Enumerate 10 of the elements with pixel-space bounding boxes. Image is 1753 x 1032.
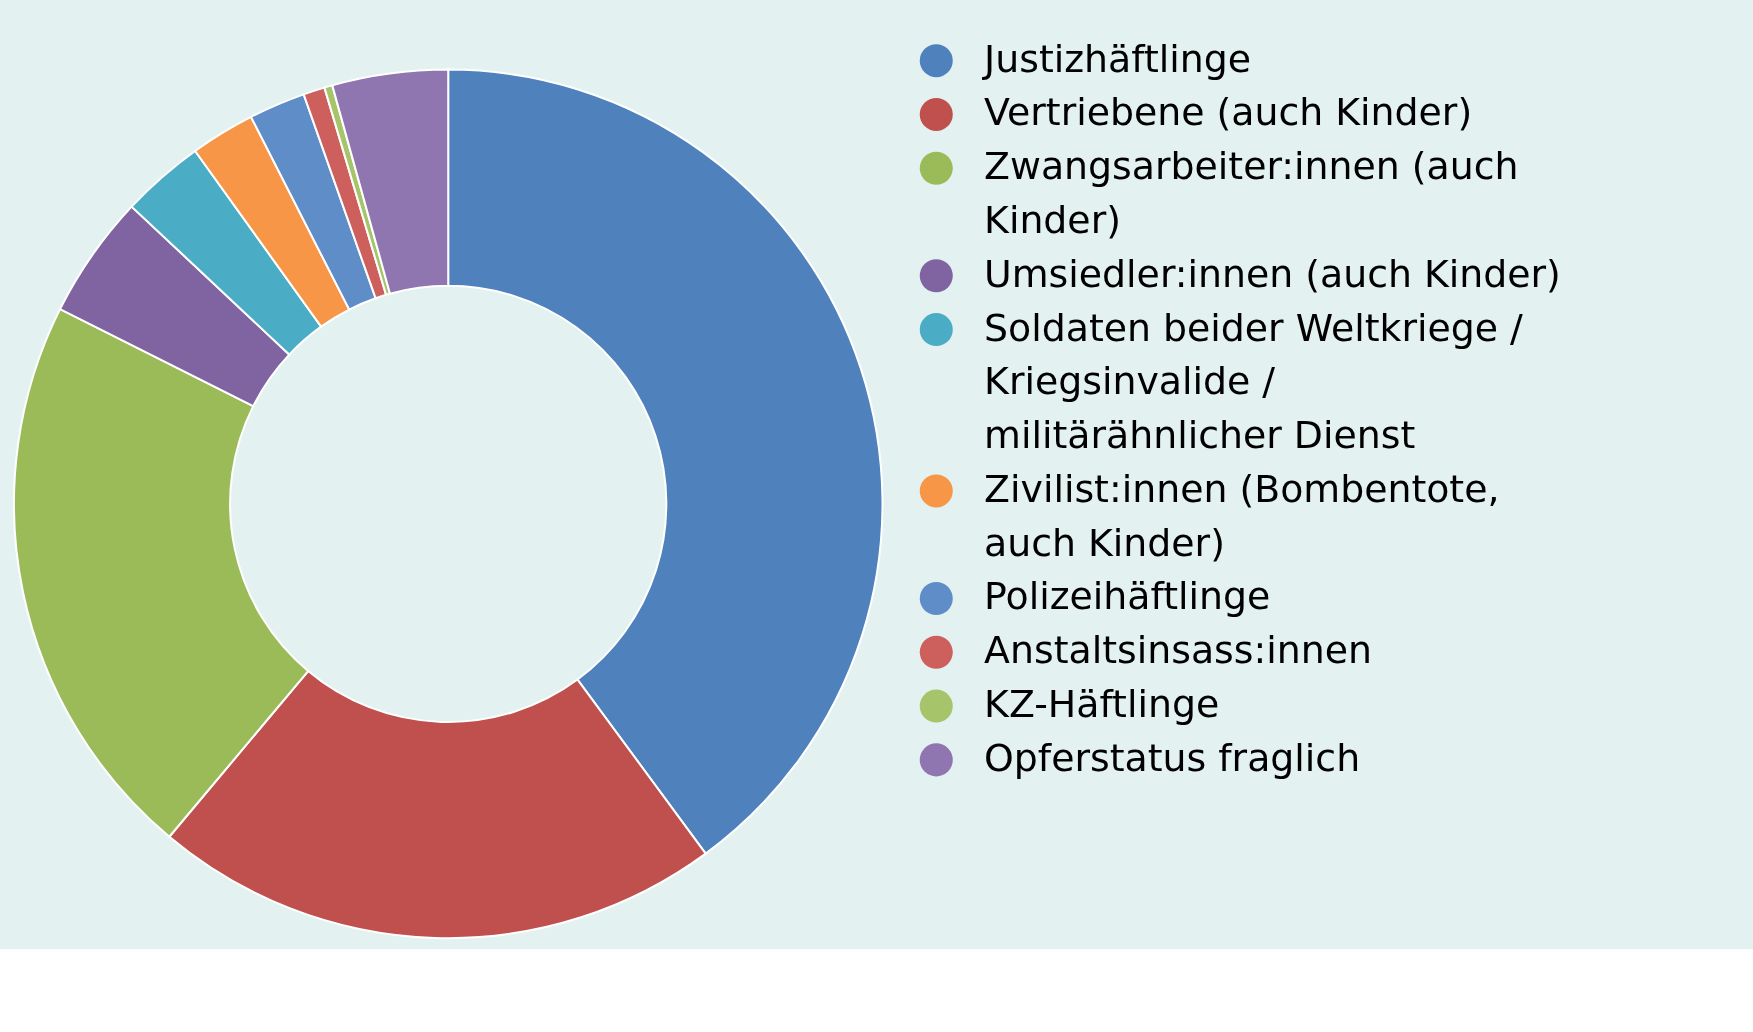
legend-label: Soldaten beider Weltkriege / Kriegsinvalide / militärähnlicher Dienst (984, 305, 1524, 458)
legend-label: Anstaltsinsass:innen (984, 628, 1372, 673)
legend-label: Opferstatus fraglich (984, 735, 1361, 780)
legend-label: Umsiedler:innen (auch Kinder) (984, 251, 1561, 296)
legend-label: KZ-Häftlinge (984, 682, 1220, 727)
legend-label: Polizeihäftlinge (984, 574, 1271, 619)
legend-label: Zivilist:innen (Bombentote, auch Kinder) (984, 466, 1500, 565)
legend-label: Justizhäftlinge (982, 36, 1252, 81)
legend-label: Vertriebene (auch Kinder) (984, 90, 1473, 135)
legend-label: Zwangsarbeiter:innen (auch Kinder) (984, 144, 1519, 242)
